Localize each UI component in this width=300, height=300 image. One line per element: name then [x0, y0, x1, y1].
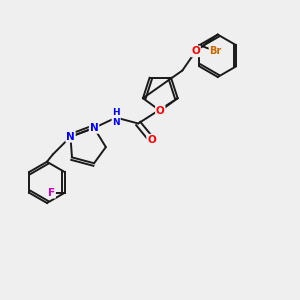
Text: F: F — [48, 188, 55, 198]
Text: O: O — [147, 135, 156, 145]
Text: O: O — [156, 106, 165, 116]
Text: Br: Br — [209, 46, 222, 56]
Text: H
N: H N — [112, 108, 120, 127]
Text: N: N — [66, 132, 75, 142]
Text: O: O — [191, 46, 200, 56]
Text: N: N — [90, 123, 98, 133]
